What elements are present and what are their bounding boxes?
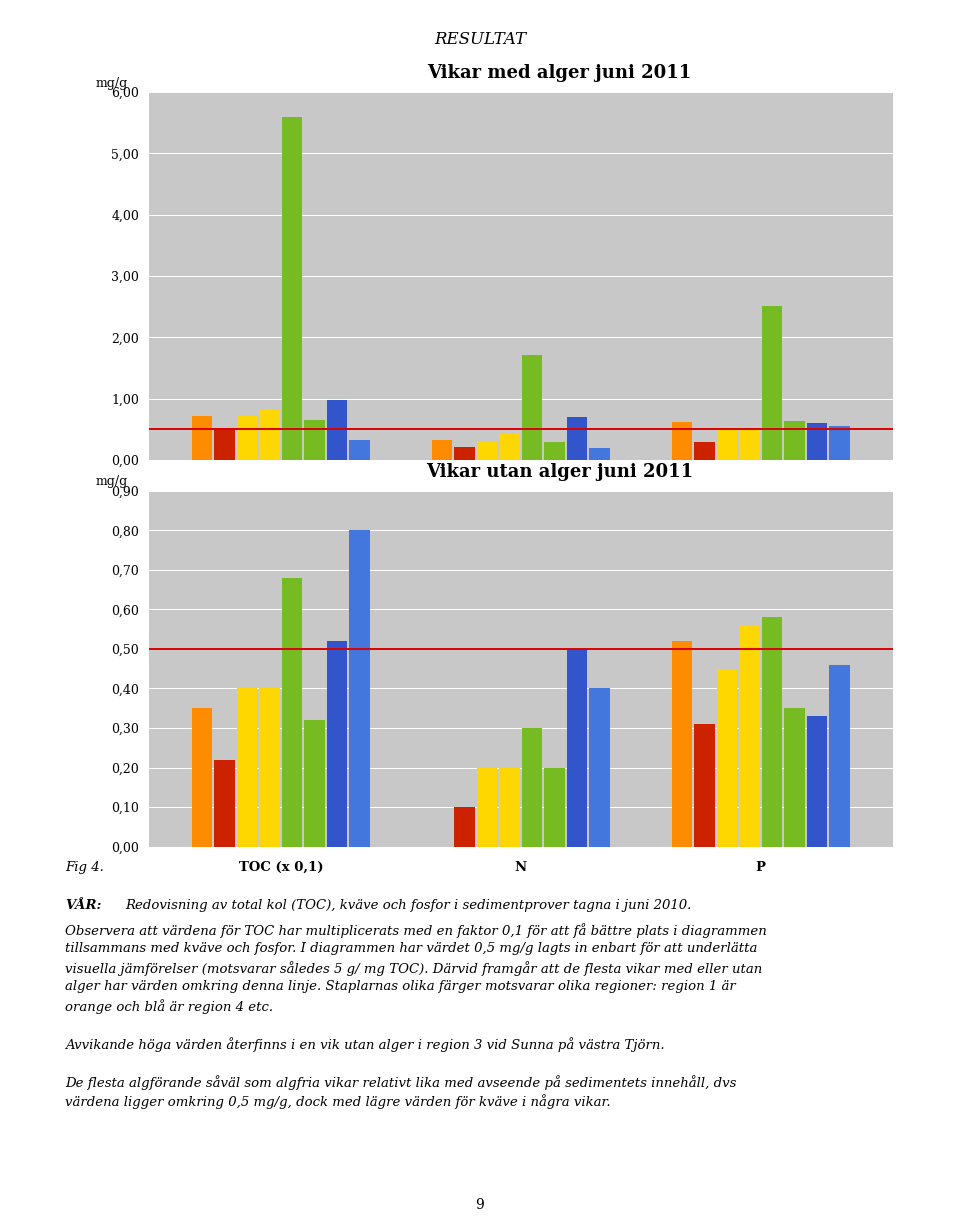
- Bar: [192, 416, 212, 460]
- Text: RESULTAT: RESULTAT: [434, 31, 526, 48]
- Text: tillsammans med kväve och fosfor. I diagrammen har värdet 0,5 mg/g lagts in enba: tillsammans med kväve och fosfor. I diag…: [65, 942, 757, 955]
- Bar: [672, 640, 692, 847]
- Text: mg/g: mg/g: [96, 76, 129, 90]
- Bar: [761, 306, 782, 460]
- Bar: [589, 448, 610, 460]
- Bar: [739, 428, 760, 460]
- Text: Observera att värdena för TOC har multiplicerats med en faktor 0,1 för att få bä: Observera att värdena för TOC har multip…: [65, 923, 767, 937]
- Text: Avvikande höga värden återfinns i en vik utan alger i region 3 vid Sunna på väst: Avvikande höga värden återfinns i en vik…: [65, 1037, 665, 1052]
- Bar: [717, 428, 737, 460]
- Bar: [566, 649, 588, 847]
- Text: P: P: [756, 861, 766, 874]
- Bar: [829, 427, 850, 460]
- Bar: [672, 422, 692, 460]
- Bar: [521, 355, 542, 460]
- Bar: [214, 428, 235, 460]
- Bar: [281, 578, 302, 847]
- Bar: [237, 688, 257, 847]
- Text: Fig 4.: Fig 4.: [65, 861, 104, 875]
- Bar: [784, 708, 804, 847]
- Text: orange och blå är region 4 etc.: orange och blå är region 4 etc.: [65, 999, 274, 1014]
- Text: Vikar utan alger juni 2011: Vikar utan alger juni 2011: [425, 463, 693, 481]
- Text: VÅR:: VÅR:: [65, 899, 102, 913]
- Bar: [739, 626, 760, 847]
- Bar: [566, 417, 588, 460]
- Text: TOC (x 0,1): TOC (x 0,1): [238, 560, 324, 573]
- Bar: [521, 728, 542, 847]
- Bar: [544, 442, 564, 460]
- Bar: [499, 434, 520, 460]
- Text: visuella jämförelser (motsvarar således 5 g/ mg TOC). Därvid framgår att de fles: visuella jämförelser (motsvarar således …: [65, 961, 762, 975]
- Text: Vikar med alger juni 2011: Vikar med alger juni 2011: [427, 64, 691, 82]
- Bar: [237, 416, 257, 460]
- Bar: [349, 440, 370, 460]
- Text: Redovisning av total kol (TOC), kväve och fosfor i sedimentprover tagna i juni 2: Redovisning av total kol (TOC), kväve oc…: [125, 899, 691, 913]
- Bar: [304, 720, 324, 847]
- Bar: [499, 768, 520, 847]
- Text: N: N: [515, 861, 527, 874]
- Bar: [806, 423, 828, 460]
- Bar: [761, 617, 782, 847]
- Bar: [192, 708, 212, 847]
- Bar: [454, 807, 475, 847]
- Bar: [259, 410, 280, 460]
- Bar: [349, 530, 370, 847]
- Text: 9: 9: [475, 1199, 485, 1212]
- Text: värdena ligger omkring 0,5 mg/g, dock med lägre värden för kväve i några vikar.: värdena ligger omkring 0,5 mg/g, dock me…: [65, 1094, 611, 1109]
- Bar: [717, 669, 737, 847]
- Text: De flesta algförande såväl som algfria vikar relativt lika med avseende på sedim: De flesta algförande såväl som algfria v…: [65, 1075, 736, 1090]
- Bar: [806, 717, 828, 847]
- Bar: [589, 688, 610, 847]
- Bar: [784, 422, 804, 460]
- Bar: [829, 665, 850, 847]
- Bar: [326, 400, 348, 460]
- Bar: [304, 420, 324, 460]
- Bar: [432, 440, 452, 460]
- Bar: [544, 768, 564, 847]
- Bar: [454, 447, 475, 460]
- Bar: [694, 442, 715, 460]
- Text: P: P: [756, 560, 766, 573]
- Bar: [214, 760, 235, 847]
- Bar: [477, 768, 497, 847]
- Text: N: N: [515, 560, 527, 573]
- Bar: [694, 724, 715, 847]
- Text: TOC (x 0,1): TOC (x 0,1): [238, 861, 324, 874]
- Bar: [281, 117, 302, 460]
- Bar: [477, 442, 497, 460]
- Text: alger har värden omkring denna linje. Staplarnas olika färger motsvarar olika re: alger har värden omkring denna linje. St…: [65, 980, 736, 993]
- Bar: [326, 640, 348, 847]
- Bar: [259, 688, 280, 847]
- Text: mg/g: mg/g: [96, 475, 129, 488]
